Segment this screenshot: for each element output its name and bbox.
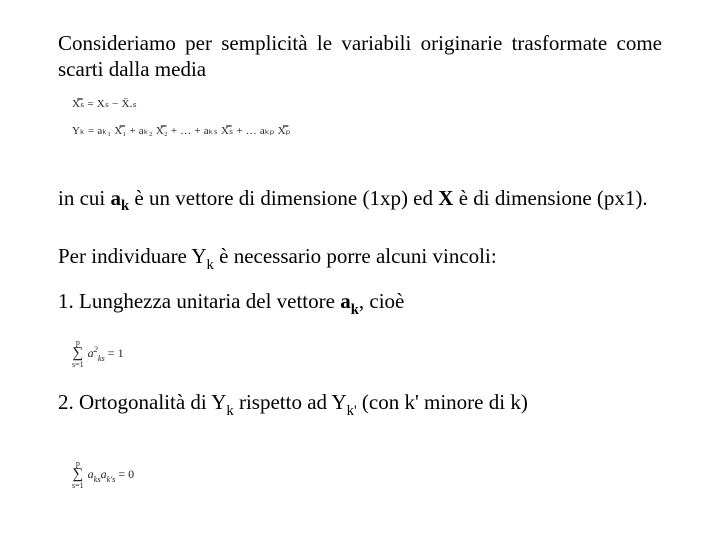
sigma-icon: p ∑ s=1 bbox=[72, 460, 84, 490]
spacer bbox=[58, 229, 662, 243]
formula-xbar: X̿ₛ = Xₛ − X̄.ₛ bbox=[72, 97, 662, 110]
text: è un vettore di dimensione (1xp) ed bbox=[129, 186, 438, 210]
text: , cioè bbox=[359, 289, 404, 313]
text: Per individuare Y bbox=[58, 244, 207, 268]
spacer bbox=[58, 151, 662, 185]
intro-paragraph: Consideriamo per semplicità le variabili… bbox=[58, 30, 662, 83]
constraint-2: 2. Ortogonalità di Yk rispetto ad Yk' (c… bbox=[58, 389, 662, 420]
ak-symbol: ak bbox=[340, 289, 359, 313]
text: rispetto ad Y bbox=[234, 390, 347, 414]
text: è necessario porre alcuni vincoli: bbox=[214, 244, 497, 268]
ak-paragraph: in cui ak è un vettore di dimensione (1x… bbox=[58, 185, 662, 216]
sum-body: a2ks = 1 bbox=[88, 345, 124, 362]
spacer bbox=[58, 433, 662, 447]
text: (con k' minore di k) bbox=[357, 390, 528, 414]
sigma-icon: p ∑ s=1 bbox=[72, 339, 84, 369]
text: 1. Lunghezza unitaria del vettore bbox=[58, 289, 340, 313]
subscript: k' bbox=[347, 403, 357, 419]
subscript: k bbox=[226, 403, 233, 419]
ak-symbol: ak bbox=[111, 186, 130, 210]
text: in cui bbox=[58, 186, 111, 210]
constraint-1: 1. Lunghezza unitaria del vettore ak, ci… bbox=[58, 288, 662, 319]
sum-body: aksak's = 0 bbox=[88, 467, 135, 483]
x-symbol: X bbox=[438, 186, 453, 210]
text: 2. Ortogonalità di Y bbox=[58, 390, 226, 414]
formula-orthogonality: p ∑ s=1 aksak's = 0 bbox=[72, 453, 662, 490]
subscript: k bbox=[207, 257, 214, 273]
text: è di dimensione (px1). bbox=[453, 186, 647, 210]
formula-unit-length: p ∑ s=1 a2ks = 1 bbox=[72, 332, 662, 369]
constraints-intro: Per individuare Yk è necessario porre al… bbox=[58, 243, 662, 274]
formula-yk: Yₖ = aₖ₁ X̿₁ + aₖ₂ X̿₂ + … + aₖₛ X̿ₛ + …… bbox=[72, 124, 662, 137]
